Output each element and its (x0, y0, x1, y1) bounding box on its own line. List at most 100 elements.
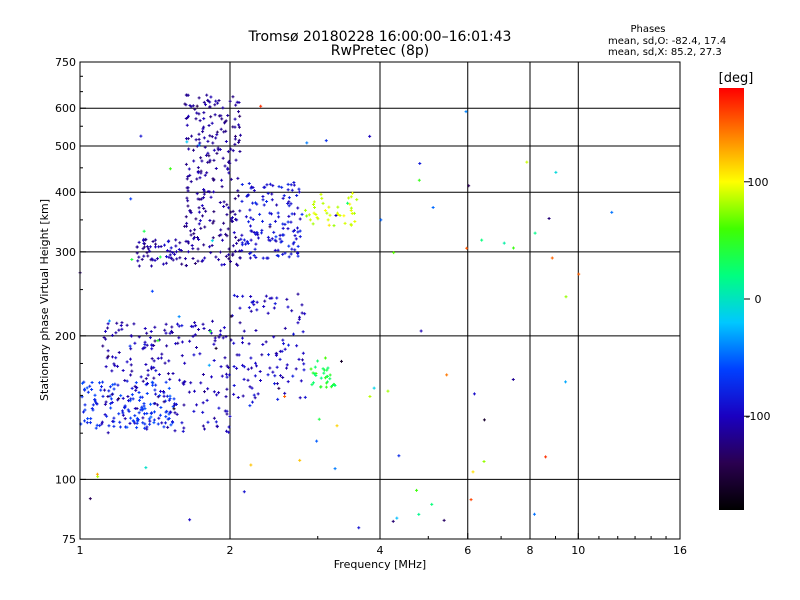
data-point (253, 396, 257, 400)
data-point (256, 392, 260, 396)
data-point (186, 189, 190, 193)
data-point (223, 356, 227, 360)
data-point (252, 189, 256, 193)
data-point (392, 251, 396, 255)
data-point (104, 400, 108, 404)
data-point (156, 339, 160, 343)
data-point (286, 202, 290, 206)
data-point (189, 229, 193, 233)
data-point (240, 233, 244, 237)
data-point (183, 380, 187, 384)
data-point (222, 262, 226, 266)
data-point (237, 138, 241, 142)
data-point (202, 125, 206, 129)
data-point (274, 235, 278, 239)
data-point (285, 363, 289, 367)
data-point (212, 358, 216, 362)
data-point (173, 252, 177, 256)
data-point (353, 220, 357, 224)
data-point (134, 388, 138, 392)
data-point (327, 223, 331, 227)
data-point (152, 366, 156, 370)
data-point (327, 205, 331, 209)
data-point (137, 398, 141, 402)
data-point (150, 343, 154, 347)
data-point (417, 512, 421, 516)
data-point (554, 170, 558, 174)
data-point (465, 246, 469, 250)
data-point (109, 402, 113, 406)
data-point (150, 367, 154, 371)
y-tick-label: 400 (55, 186, 76, 199)
data-point (268, 366, 272, 370)
data-point (197, 222, 201, 226)
data-point (147, 417, 151, 421)
data-point (164, 255, 168, 259)
y-axis-label: Stationary phase Virtual Height [km] (38, 199, 51, 401)
data-point (113, 382, 117, 386)
data-point (332, 224, 336, 228)
y-tick-label: 300 (55, 246, 76, 259)
data-point (137, 411, 141, 415)
data-point (129, 373, 133, 377)
data-point (129, 357, 133, 361)
data-point (228, 99, 232, 103)
data-point (198, 141, 202, 145)
data-point (185, 196, 189, 200)
data-point (220, 185, 224, 189)
stats-line-o: mean, sd,O: -82.4, 17.4 (608, 36, 726, 47)
data-point (233, 142, 237, 146)
data-point (233, 249, 237, 253)
data-point (235, 262, 239, 266)
data-point (276, 211, 280, 215)
data-point (157, 245, 161, 249)
data-point (431, 206, 435, 210)
data-point (287, 204, 291, 208)
data-point (154, 392, 158, 396)
data-point (248, 208, 252, 212)
data-point (161, 262, 165, 266)
data-point (326, 366, 330, 370)
data-point (164, 415, 168, 419)
data-point (153, 238, 157, 242)
data-point (170, 325, 174, 329)
data-point (271, 370, 275, 374)
data-point (275, 365, 279, 369)
data-point (153, 245, 157, 249)
data-point (307, 213, 311, 217)
data-point (101, 344, 105, 348)
data-point (142, 229, 146, 233)
data-point (171, 371, 175, 375)
data-point (281, 338, 285, 342)
data-point (325, 368, 329, 372)
data-point (265, 256, 269, 260)
data-point (180, 421, 184, 425)
chart-subtitle: RwPretec (8p) (331, 43, 429, 59)
data-point (266, 235, 270, 239)
data-point (219, 365, 223, 369)
data-point (544, 455, 548, 459)
data-point (283, 326, 287, 330)
data-point (249, 216, 253, 220)
data-point (386, 389, 390, 393)
data-point (144, 363, 148, 367)
data-point (167, 255, 171, 259)
data-point (442, 518, 446, 522)
data-point (202, 100, 206, 104)
data-point (232, 364, 236, 368)
data-point (286, 380, 290, 384)
data-point (146, 368, 150, 372)
data-point (261, 219, 265, 223)
data-point (184, 162, 188, 166)
data-point (228, 414, 232, 418)
data-point (224, 129, 228, 133)
data-point (222, 204, 226, 208)
data-point (217, 98, 221, 102)
data-point (247, 306, 251, 310)
data-point (220, 238, 224, 242)
data-point (202, 207, 206, 211)
data-point (218, 147, 222, 151)
data-point (250, 229, 254, 233)
data-point (265, 183, 269, 187)
data-point (215, 130, 219, 134)
